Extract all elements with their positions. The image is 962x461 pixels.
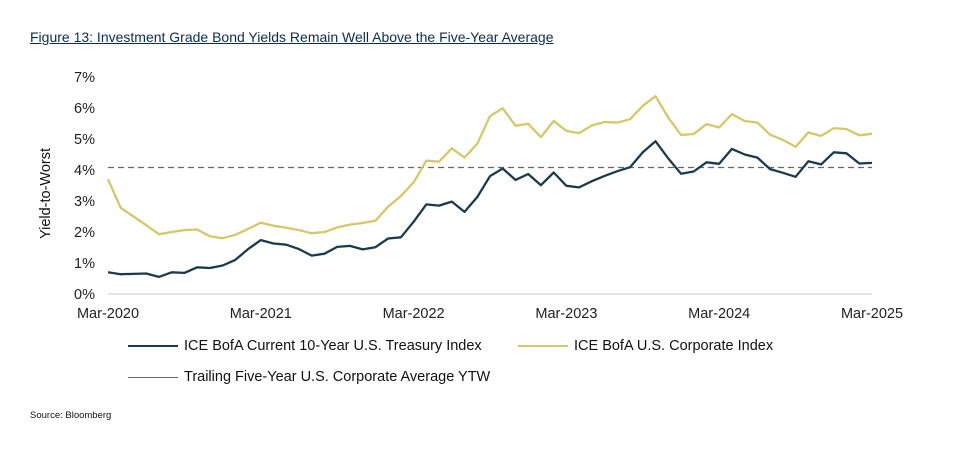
y-axis-ticks: 0% 1% 2% 3% 4% 5% 6% 7%: [74, 70, 95, 303]
series-line-corporate: [106, 95, 873, 240]
legend-swatch-average: [128, 376, 178, 378]
y-tick-label: 6%: [74, 101, 95, 117]
y-tick-label: 0%: [74, 287, 95, 303]
y-tick-label: 3%: [74, 194, 95, 210]
source-note: Source: Bloomberg: [30, 410, 112, 421]
legend-label-average: Trailing Five-Year U.S. Corporate Averag…: [184, 369, 491, 385]
x-tick-label: Mar-2025: [841, 306, 903, 322]
legend-swatch-corporate: [518, 345, 568, 348]
legend-item-treasury: ICE BofA Current 10-Year U.S. Treasury I…: [128, 338, 482, 354]
y-tick-label: 7%: [74, 70, 95, 86]
line-chart: 0%1%2%3%4%5%6%7% Mar-2020 Mar-2021 Mar-202…: [38, 70, 903, 322]
x-tick-label: Mar-2022: [383, 306, 445, 322]
y-tick-label: 5%: [74, 132, 95, 148]
y-tick-label: 1%: [74, 256, 95, 272]
x-tick-label: Mar-2024: [688, 306, 750, 322]
y-tick-label: 2%: [74, 225, 95, 241]
y-axis-label: Yield-to-Worst: [38, 148, 54, 239]
y-tick-label: 4%: [74, 163, 95, 179]
x-tick-label: Mar-2023: [535, 306, 597, 322]
x-axis-ticks: Mar-2020 Mar-2021 Mar-2022 Mar-2023 Mar-2024…: [77, 306, 903, 322]
series-line-treasury: [107, 140, 873, 279]
legend-label-corporate: ICE BofA U.S. Corporate Index: [574, 338, 774, 354]
legend-item-average: Trailing Five-Year U.S. Corporate Averag…: [128, 369, 490, 385]
legend-item-corporate: ICE BofA U.S. Corporate Index: [518, 338, 773, 354]
legend-swatch-treasury: [128, 345, 178, 348]
legend-label-treasury: ICE BofA Current 10-Year U.S. Treasury I…: [184, 338, 482, 354]
x-tick-label: Mar-2020: [77, 306, 139, 322]
chart-title: Figure 13: Investment Grade Bond Yields …: [30, 29, 554, 45]
x-tick-label: Mar-2021: [230, 306, 292, 322]
